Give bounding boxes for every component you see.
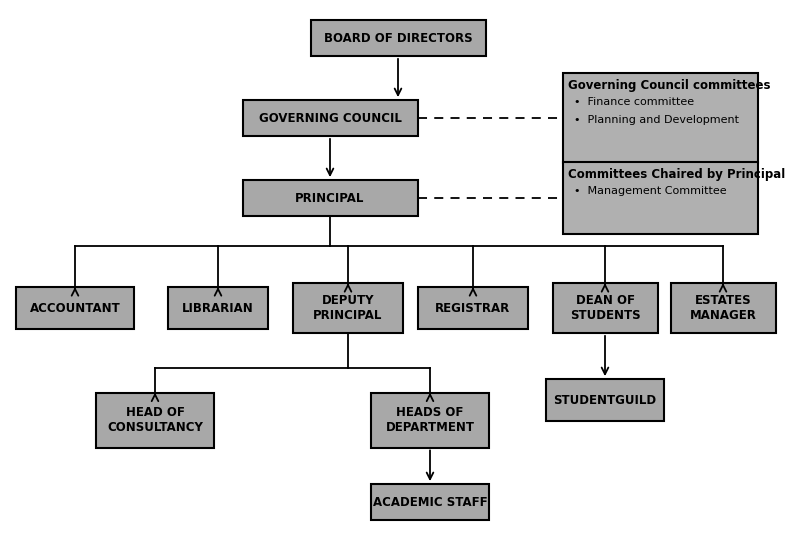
Text: •  Management Committee: • Management Committee [575,186,727,196]
Text: ESTATES
MANAGER: ESTATES MANAGER [689,294,756,322]
FancyBboxPatch shape [371,393,489,448]
FancyBboxPatch shape [310,20,486,56]
Text: ACCOUNTANT: ACCOUNTANT [29,301,120,314]
Text: PRINCIPAL: PRINCIPAL [295,191,365,205]
Text: ACADEMIC STAFF: ACADEMIC STAFF [373,496,487,509]
Text: LIBRARIAN: LIBRARIAN [182,301,254,314]
Text: DEPUTY
PRINCIPAL: DEPUTY PRINCIPAL [314,294,383,322]
Text: •  Finance committee: • Finance committee [575,97,695,107]
Text: Governing Council committees: Governing Council committees [568,79,771,92]
Text: GOVERNING COUNCIL: GOVERNING COUNCIL [259,112,401,125]
FancyBboxPatch shape [552,283,657,333]
Text: STUDENTGUILD: STUDENTGUILD [553,393,657,406]
FancyBboxPatch shape [243,100,417,136]
FancyBboxPatch shape [563,162,758,234]
Text: HEADS OF
DEPARTMENT: HEADS OF DEPARTMENT [385,406,474,434]
Text: HEAD OF
CONSULTANCY: HEAD OF CONSULTANCY [107,406,203,434]
Text: •  Planning and Development: • Planning and Development [575,115,739,125]
FancyBboxPatch shape [16,287,134,329]
FancyBboxPatch shape [96,393,214,448]
Text: REGISTRAR: REGISTRAR [435,301,510,314]
Text: DEAN OF
STUDENTS: DEAN OF STUDENTS [570,294,640,322]
Text: Committees Chaired by Principal: Committees Chaired by Principal [568,168,786,181]
FancyBboxPatch shape [670,283,775,333]
FancyBboxPatch shape [546,379,664,421]
FancyBboxPatch shape [563,73,758,163]
FancyBboxPatch shape [418,287,528,329]
Text: BOARD OF DIRECTORS: BOARD OF DIRECTORS [324,32,472,45]
FancyBboxPatch shape [243,180,417,216]
FancyBboxPatch shape [293,283,403,333]
FancyBboxPatch shape [168,287,268,329]
FancyBboxPatch shape [371,484,489,520]
